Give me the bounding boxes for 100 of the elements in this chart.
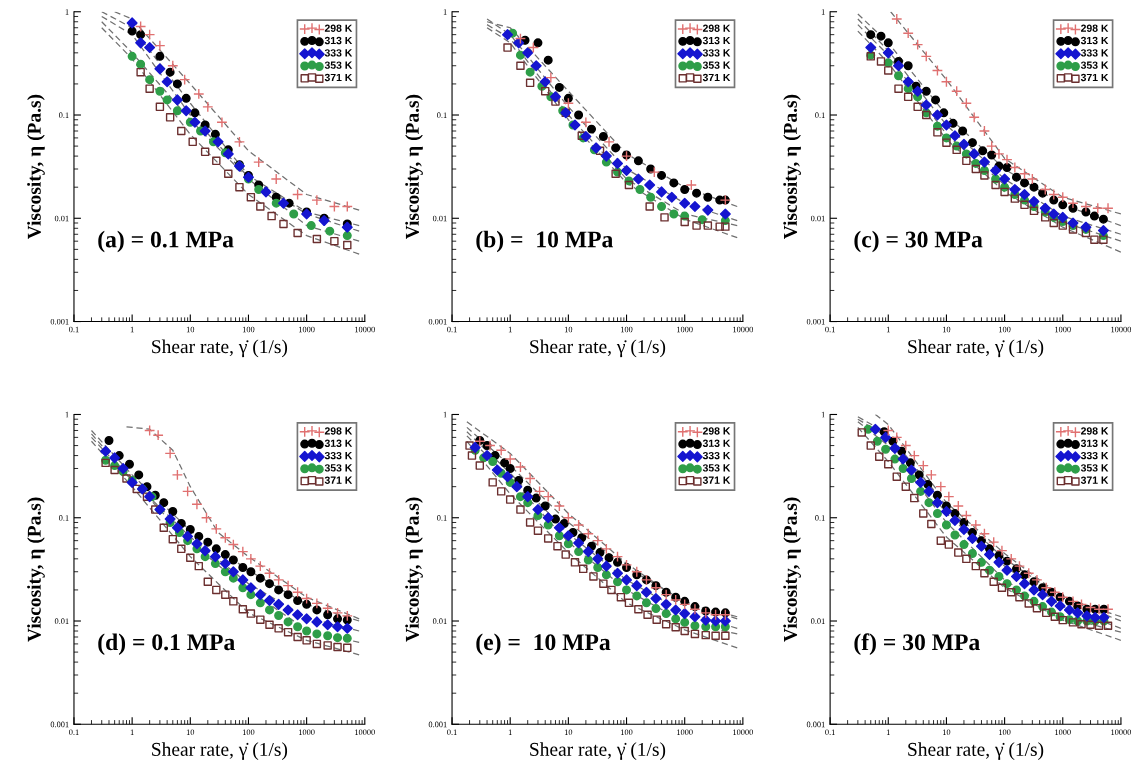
- legend-label: 298 K: [702, 24, 731, 32]
- y-tick-label: 0.001: [806, 721, 825, 728]
- x-tick-label: 100: [999, 729, 1011, 735]
- y-tick-label: 0.1: [437, 112, 447, 119]
- x-tick-label: 100: [621, 326, 633, 333]
- legend-label: 313 K: [702, 36, 731, 45]
- legend-label: 313 K: [324, 36, 353, 45]
- x-tick-label: 10000: [355, 326, 375, 333]
- legend-label: 353 K: [702, 464, 731, 472]
- x-tick-label: 10: [186, 729, 195, 735]
- legend-label: 371 K: [1080, 73, 1109, 82]
- x-tick-label: 1000: [299, 729, 315, 735]
- x-tick-label: 1000: [677, 326, 693, 333]
- y-tick-label: 0.01: [54, 215, 69, 222]
- y-tick-label: 0.01: [432, 618, 447, 625]
- y-tick-label: 0.1: [437, 515, 447, 521]
- legend-label: 313 K: [1080, 36, 1109, 45]
- y-tick-label: 0.1: [815, 515, 825, 521]
- x-tick-label: 10000: [733, 729, 753, 735]
- y-axis-title: Viscosity, η (Pa.s): [405, 497, 423, 642]
- legend-label: 313 K: [1080, 439, 1109, 447]
- y-tick-label: 0.001: [806, 318, 825, 325]
- x-tick-label: 1: [508, 729, 512, 735]
- y-axis-title: Viscosity, η (Pa.s): [27, 497, 45, 642]
- y-tick-label: 0.001: [428, 721, 447, 728]
- y-tick-label: 0.1: [59, 112, 69, 119]
- legend-label: 333 K: [702, 451, 731, 460]
- legend-label: 371 K: [324, 476, 353, 484]
- x-tick-label: 1: [508, 326, 512, 333]
- annotation: (c) = 30 MPa: [854, 230, 983, 253]
- legend-label: 353 K: [1080, 61, 1109, 69]
- y-tick-label: 0.01: [810, 215, 825, 222]
- x-tick-label: 10000: [733, 326, 753, 333]
- annotation: (f) = 30 MPa: [854, 633, 980, 655]
- x-tick-label: 10: [564, 326, 573, 333]
- legend-label: 298 K: [324, 24, 353, 32]
- x-tick-label: 10: [564, 729, 573, 735]
- legend-label: 353 K: [324, 61, 353, 69]
- y-tick-label: 1: [821, 9, 825, 15]
- y-axis-title: Viscosity, η (Pa.s): [405, 94, 423, 240]
- x-tick-label: 1000: [299, 326, 315, 333]
- y-tick-label: 0.001: [50, 721, 69, 728]
- legend-label: 333 K: [1080, 49, 1109, 57]
- y-tick-label: 1: [65, 9, 69, 15]
- x-tick-label: 10000: [1111, 729, 1132, 735]
- legend-label: 371 K: [324, 73, 353, 82]
- x-tick-label: 1000: [677, 729, 693, 735]
- legend-label: 298 K: [1081, 24, 1109, 32]
- annotation: (e) = 10 MPa: [476, 633, 611, 655]
- legend-label: 333 K: [324, 451, 353, 460]
- y-tick-label: 0.001: [50, 318, 69, 325]
- legend-label: 298 K: [1081, 427, 1109, 435]
- legend-label: 353 K: [1080, 464, 1109, 472]
- legend-label: 371 K: [702, 476, 731, 484]
- x-tick-label: 100: [621, 729, 633, 735]
- y-tick-label: 0.01: [810, 618, 825, 625]
- x-tick-label: 100: [242, 729, 255, 735]
- legend-label: 313 K: [324, 439, 353, 447]
- y-axis-title: Viscosity, η (Pa.s): [27, 94, 45, 240]
- legend-label: 371 K: [702, 73, 731, 82]
- legend-label: 333 K: [1080, 451, 1109, 460]
- legend-label: 313 K: [702, 439, 731, 447]
- x-axis-title: Shear rate, γ̇ (1/s): [530, 742, 666, 760]
- y-tick-label: 0.01: [54, 618, 69, 625]
- x-tick-label: 1: [886, 326, 890, 333]
- y-tick-label: 0.01: [432, 215, 447, 222]
- legend-label: 333 K: [324, 49, 353, 57]
- x-tick-label: 10000: [355, 729, 375, 735]
- legend-label: 353 K: [324, 464, 353, 472]
- x-axis-title: Shear rate, γ̇ (1/s): [908, 742, 1044, 760]
- legend-label: 333 K: [702, 49, 731, 57]
- legend-label: 298 K: [324, 427, 353, 435]
- y-axis-title: Viscosity, η (Pa.s): [783, 94, 801, 240]
- x-tick-label: 10: [943, 326, 951, 333]
- y-tick-label: 1: [443, 9, 447, 15]
- y-tick-label: 0.001: [428, 318, 447, 325]
- x-axis-title: Shear rate, γ̇ (1/s): [908, 339, 1044, 358]
- x-tick-label: 100: [999, 326, 1011, 333]
- x-tick-label: 100: [242, 326, 255, 333]
- x-tick-label: 10: [943, 729, 951, 735]
- x-axis-title: Shear rate, γ̇ (1/s): [530, 339, 666, 358]
- x-tick-label: 1000: [1055, 729, 1071, 735]
- y-tick-label: 0.1: [815, 112, 825, 119]
- annotation: (b) = 10 MPa: [476, 230, 613, 253]
- annotation: (d) = 0.1 MPa: [98, 633, 235, 655]
- y-tick-label: 1: [821, 411, 825, 418]
- y-tick-label: 1: [65, 411, 69, 418]
- x-tick-label: 1: [130, 729, 134, 735]
- legend-label: 353 K: [702, 61, 731, 69]
- legend-label: 371 K: [1080, 476, 1109, 484]
- y-tick-label: 0.1: [59, 515, 69, 521]
- x-tick-label: 1: [886, 729, 890, 735]
- y-tick-label: 1: [443, 411, 447, 418]
- x-axis-title: Shear rate, γ̇ (1/s): [152, 742, 288, 760]
- annotation: (a) = 0.1 MPa: [98, 230, 234, 253]
- x-tick-label: 10000: [1111, 326, 1132, 333]
- x-tick-label: 10: [186, 326, 195, 333]
- x-tick-label: 1: [130, 326, 134, 333]
- legend-label: 298 K: [702, 427, 731, 435]
- x-axis-title: Shear rate, γ̇ (1/s): [152, 339, 288, 358]
